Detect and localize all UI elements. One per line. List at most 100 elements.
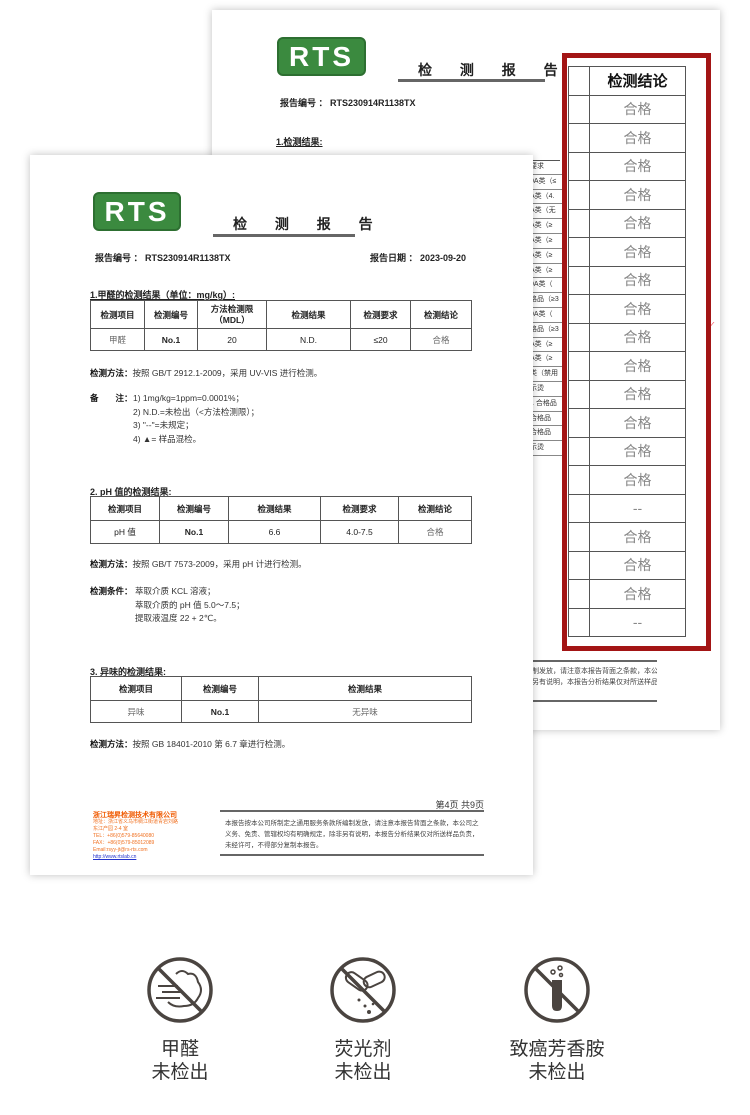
section-title: 1.检测结果: [276, 137, 323, 147]
conclusion-row: -- [568, 493, 686, 523]
footer-line-bottom [220, 854, 484, 856]
conclusion-row: 合格 [568, 94, 686, 124]
back-table-fragment: 合格品 [530, 412, 562, 427]
table-row: pH 值 No.1 6.6 4.0-7.5 合格 [90, 520, 472, 544]
conclusion-row: 合格 [568, 322, 686, 352]
conclusion-row: 合格 [568, 180, 686, 210]
back-table-fragment: 要求 [530, 160, 562, 175]
footer-line-top [532, 660, 657, 662]
method-3: 检测方法：按照 GB 18401-2010 第 6.7 章进行检测。 [90, 739, 291, 749]
conclusion-value: 合格 [589, 379, 686, 409]
badge-label-formaldehyde: 甲醛 未检出 [151, 1039, 209, 1083]
section3-title: 3. 异味的检测结果: [90, 667, 167, 677]
conclusion-column-table: 检测结论 合格 合格 合格 合格 合格 合格 合格 合格 合格 合格 合格 合格 合格 合格 -- 合格 合格合… [568, 66, 686, 637]
conclusion-value: 合格 [589, 436, 686, 466]
no-fluorescent-agent-icon [330, 957, 396, 1023]
rts-logo: RTS [93, 192, 181, 231]
conclusion-value: 合格 [589, 151, 686, 181]
conclusion-row: 合格 [568, 237, 686, 267]
conclusion-row: 合格 [568, 294, 686, 324]
section1-title: 1.甲醛的检测结果（单位：mg/kg）: [90, 290, 236, 300]
footer-line-bottom [532, 700, 657, 702]
conditions: 检测条件： 萃取介质 KCL 溶液； 萃取介质的 pH 值 5.0～7.5； 提… [90, 586, 245, 623]
conclusion-value: 合格 [589, 237, 686, 267]
header-row: 检测结论 [568, 66, 686, 96]
highlight-conclusion-box: 检测结论 合格 合格 合格 合格 合格 合格 合格 合格 合格 合格 合格 合格 合格 合格 -- 合格 合格合… [562, 53, 711, 651]
ph-table: 检测项目 检测编号 检测结果 检测要求 检测结论 pH 值 No.1 6.6 4… [90, 496, 472, 544]
conclusion-value: 合格 [589, 550, 686, 580]
method-2: 检测方法：按照 GB/T 7573-2009，采用 pH 计进行检测。 [90, 559, 307, 569]
badge-label-aromatic-amine: 致癌芳香胺 未检出 [509, 1039, 605, 1083]
conclusion-row: 合格 [568, 208, 686, 238]
conclusion-value: 合格 [589, 579, 686, 609]
method-1: 检测方法：按照 GB/T 2912.1-2009，采用 UV-VIS 进行检测。 [90, 368, 323, 378]
odor-table: 检测项目 检测编号 检测结果 异味 No.1 无异味 [90, 676, 472, 723]
conclusion-row: 合格 [568, 265, 686, 295]
conclusion-row: -- [568, 607, 686, 637]
rts-logo: RTS [277, 37, 366, 76]
badge-label-fluorescent: 荧光剂 未检出 [334, 1039, 392, 1083]
back-table-fragment: 0A类（≤ [530, 175, 562, 190]
conclusion-row: 合格 [568, 408, 686, 438]
page-number: 第4页 共9页 [435, 800, 484, 810]
report-number: 报告编号 ： RTS230914R1138TX [280, 98, 416, 108]
conclusion-row: 合格 [568, 123, 686, 153]
report-title: 检 测 报 告 [233, 216, 385, 232]
back-table-fragment: 类（禁用 [530, 367, 562, 382]
footer-line-top [220, 810, 484, 812]
conclusion-row: 合格 [568, 522, 686, 552]
conclusion-value: 合格 [589, 265, 686, 295]
conclusion-header: 检测结论 [589, 66, 686, 96]
back-table-fragment: 格品（≥3 [530, 323, 562, 338]
conclusion-row: 合格 [568, 436, 686, 466]
company-url-link[interactable]: http://www.rtslab.cn [93, 854, 137, 860]
conclusion-row: 合格 [568, 151, 686, 181]
conclusion-row: 合格 [568, 579, 686, 609]
table-row: 甲醛 No.1 20 N.D. ≤20 合格 [90, 328, 472, 351]
back-table-fragment: 0A类（ [530, 308, 562, 323]
back-table-fragment: A类（≥ [530, 234, 562, 249]
back-table-fragment: 格品（≥3 [530, 293, 562, 308]
conclusion-row: 合格 [568, 465, 686, 495]
table-row: 异味 No.1 无异味 [90, 700, 472, 723]
no-formaldehyde-icon [147, 957, 213, 1023]
conclusion-value: 合格 [589, 322, 686, 352]
conclusion-value: -- [589, 607, 686, 637]
conclusion-value: 合格 [589, 408, 686, 438]
back-table-fragment: A类（≥ [530, 249, 562, 264]
report-date: 报告日期 ： 2023-09-20 [370, 253, 467, 263]
back-table-fragment: 0A类（ [530, 278, 562, 294]
conclusion-value: -- [589, 493, 686, 523]
back-table-fragment: A类（4. [530, 190, 562, 205]
conclusion-value: 合格 [589, 123, 686, 153]
back-table-fragment: 示烫 [530, 441, 562, 456]
conclusion-value: 合格 [589, 180, 686, 210]
back-table-fragment: A类（≥ [530, 264, 562, 279]
conclusion-value: 合格 [589, 351, 686, 381]
conclusion-value: 合格 [589, 294, 686, 324]
company-info: 浙江瑞昇检测技术有限公司 地址：浙江省义乌市稠江街道青岩刘路 东江产园 2-4 … [93, 812, 179, 860]
conclusion-row: 合格 [568, 550, 686, 580]
footer-disclaimer: 本报告按本公司所制定之通用服务条款所编制发放，请注意本报告背面之条款，本公司之义… [225, 820, 479, 849]
conclusion-value: 合格 [589, 522, 686, 552]
conclusion-value: 合格 [589, 465, 686, 495]
back-table-fragment: 1 合格品 [530, 397, 562, 412]
report-title: 检 测 报 告 [418, 62, 570, 78]
title-underline [398, 79, 545, 82]
back-table-fragment: A类（≥ [530, 338, 562, 353]
back-table-fragment: 示烫 [530, 382, 562, 397]
back-table-fragment: A类（≥ [530, 352, 562, 368]
front-report-page: RTS 检 测 报 告 报告编号 ： RTS230914R1138TX 报告日期… [30, 155, 533, 875]
conclusion-row: 合格 [568, 379, 686, 409]
footer-disclaimer: 制发放，请注意本报告背面之条款，本公司 另有说明，本报告分析结果仅对所送样品负 [532, 668, 657, 686]
notes: 备 注： 1) 1mg/kg=1ppm=0.0001%； 2) N.D.=未检出… [90, 393, 260, 444]
back-table-fragment: 合格品 [530, 426, 562, 442]
section2-title: 2. pH 值的检测结果: [90, 487, 172, 497]
back-table-fragment: A类（≥ [530, 219, 562, 234]
conclusion-row: 合格 [568, 351, 686, 381]
conclusion-value: 合格 [589, 208, 686, 238]
title-underline [213, 234, 355, 237]
conclusion-value: 合格 [589, 94, 686, 124]
report-number: 报告编号 ： RTS230914R1138TX [95, 253, 231, 263]
back-table-fragment: A类（无 [530, 204, 562, 220]
